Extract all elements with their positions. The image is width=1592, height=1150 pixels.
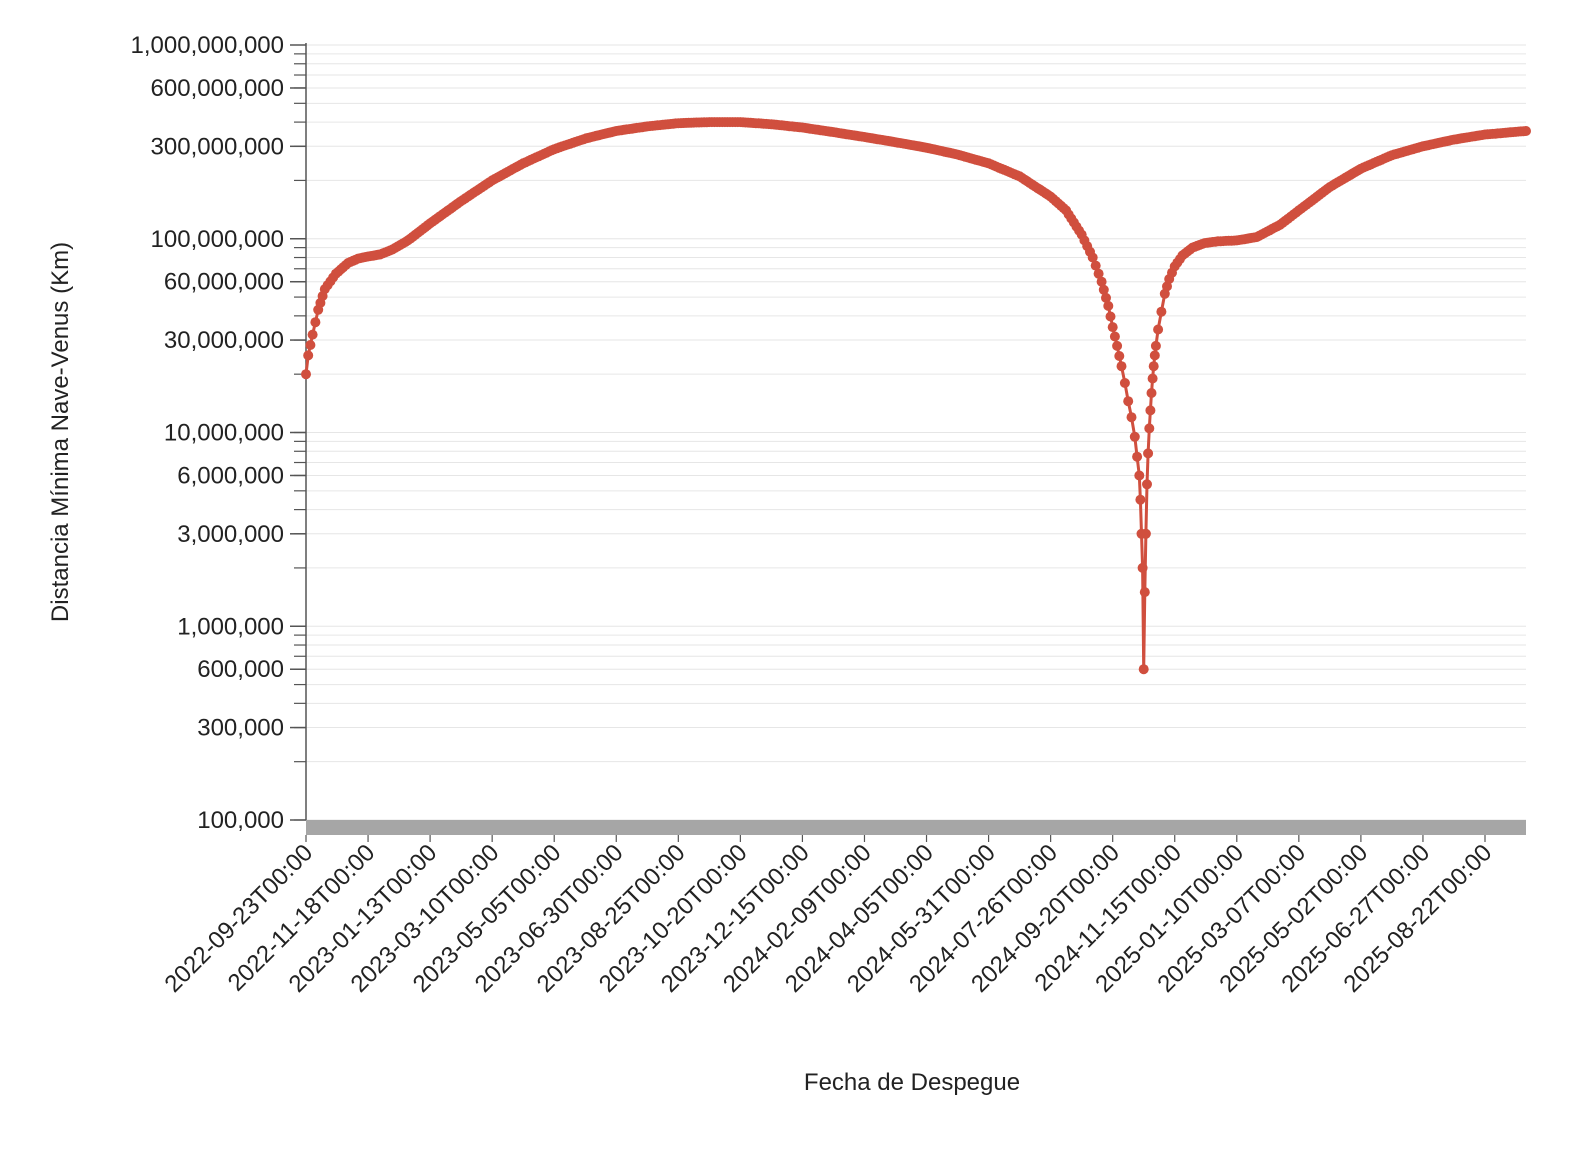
data-point [1134,470,1145,481]
data-point [1087,252,1098,263]
y-tick-label: 60,000,000 [164,269,284,296]
data-point [1105,311,1116,322]
y-tick-label: 1,000,000,000 [131,32,284,59]
data-point [307,329,318,340]
data-point [305,340,316,350]
data-point [301,369,311,380]
data-point [1123,396,1134,407]
x-axis: 2022-09-23T00:002022-11-18T00:002023-01-… [160,835,1497,998]
data-point [1140,528,1151,539]
y-tick-label: 6,000,000 [177,462,284,489]
y-tick-label: 3,000,000 [177,521,284,548]
x-axis-band-rect [306,820,1526,835]
data-point [1144,423,1155,434]
x-axis-band [306,820,1526,835]
data-point [1137,562,1148,573]
data-point [1126,412,1137,423]
y-tick-label: 30,000,000 [164,327,284,354]
y-axis: 100,000 300,000 600,000 1,000,000 3,000,000 6… [131,32,307,834]
data-point [1521,126,1531,136]
data-point [1112,340,1123,351]
data-point [1149,350,1160,361]
data-point [1139,587,1150,598]
data-point [1114,351,1125,361]
data-point [1150,340,1161,351]
data-point [1132,451,1143,462]
data-point [1093,268,1104,279]
data-point [1147,373,1158,384]
data-point [1119,378,1130,388]
data-point [1103,300,1114,311]
y-tick-label: 1,000,000 [177,613,284,640]
data-point [310,317,321,328]
y-tick-label: 600,000 [197,656,284,683]
data-point [1090,260,1101,271]
data-point [1129,431,1140,442]
data-point [1107,322,1118,333]
data-point [1143,448,1154,459]
data-point [1098,284,1109,295]
data-point [1135,494,1146,505]
y-tick-label: 100,000,000 [151,226,284,253]
data-point [1153,324,1164,335]
data-point [1101,292,1111,303]
y-axis-title: Distancia Mínima Nave-Venus (Km) [47,242,74,622]
x-axis-title: Fecha de Despegue [804,1069,1020,1096]
data-point [1138,664,1149,675]
y-tick-label: 10,000,000 [164,420,284,447]
y-tick-label: 300,000 [197,715,284,742]
series-line [304,120,1527,671]
series-markers [301,117,1531,675]
y-tick-label: 100,000 [197,807,284,834]
data-point [1145,405,1156,416]
gridlines [306,44,1526,821]
data-point [1109,331,1120,342]
data-series [301,117,1531,675]
data-point [303,350,314,361]
y-tick-label: 300,000,000 [151,133,284,160]
data-point [1116,361,1127,372]
data-point [1142,479,1152,490]
y-tick-label: 600,000,000 [151,75,284,102]
data-point [1146,388,1157,398]
data-point [1148,361,1159,372]
data-point [1156,306,1167,317]
data-point [1096,276,1107,287]
